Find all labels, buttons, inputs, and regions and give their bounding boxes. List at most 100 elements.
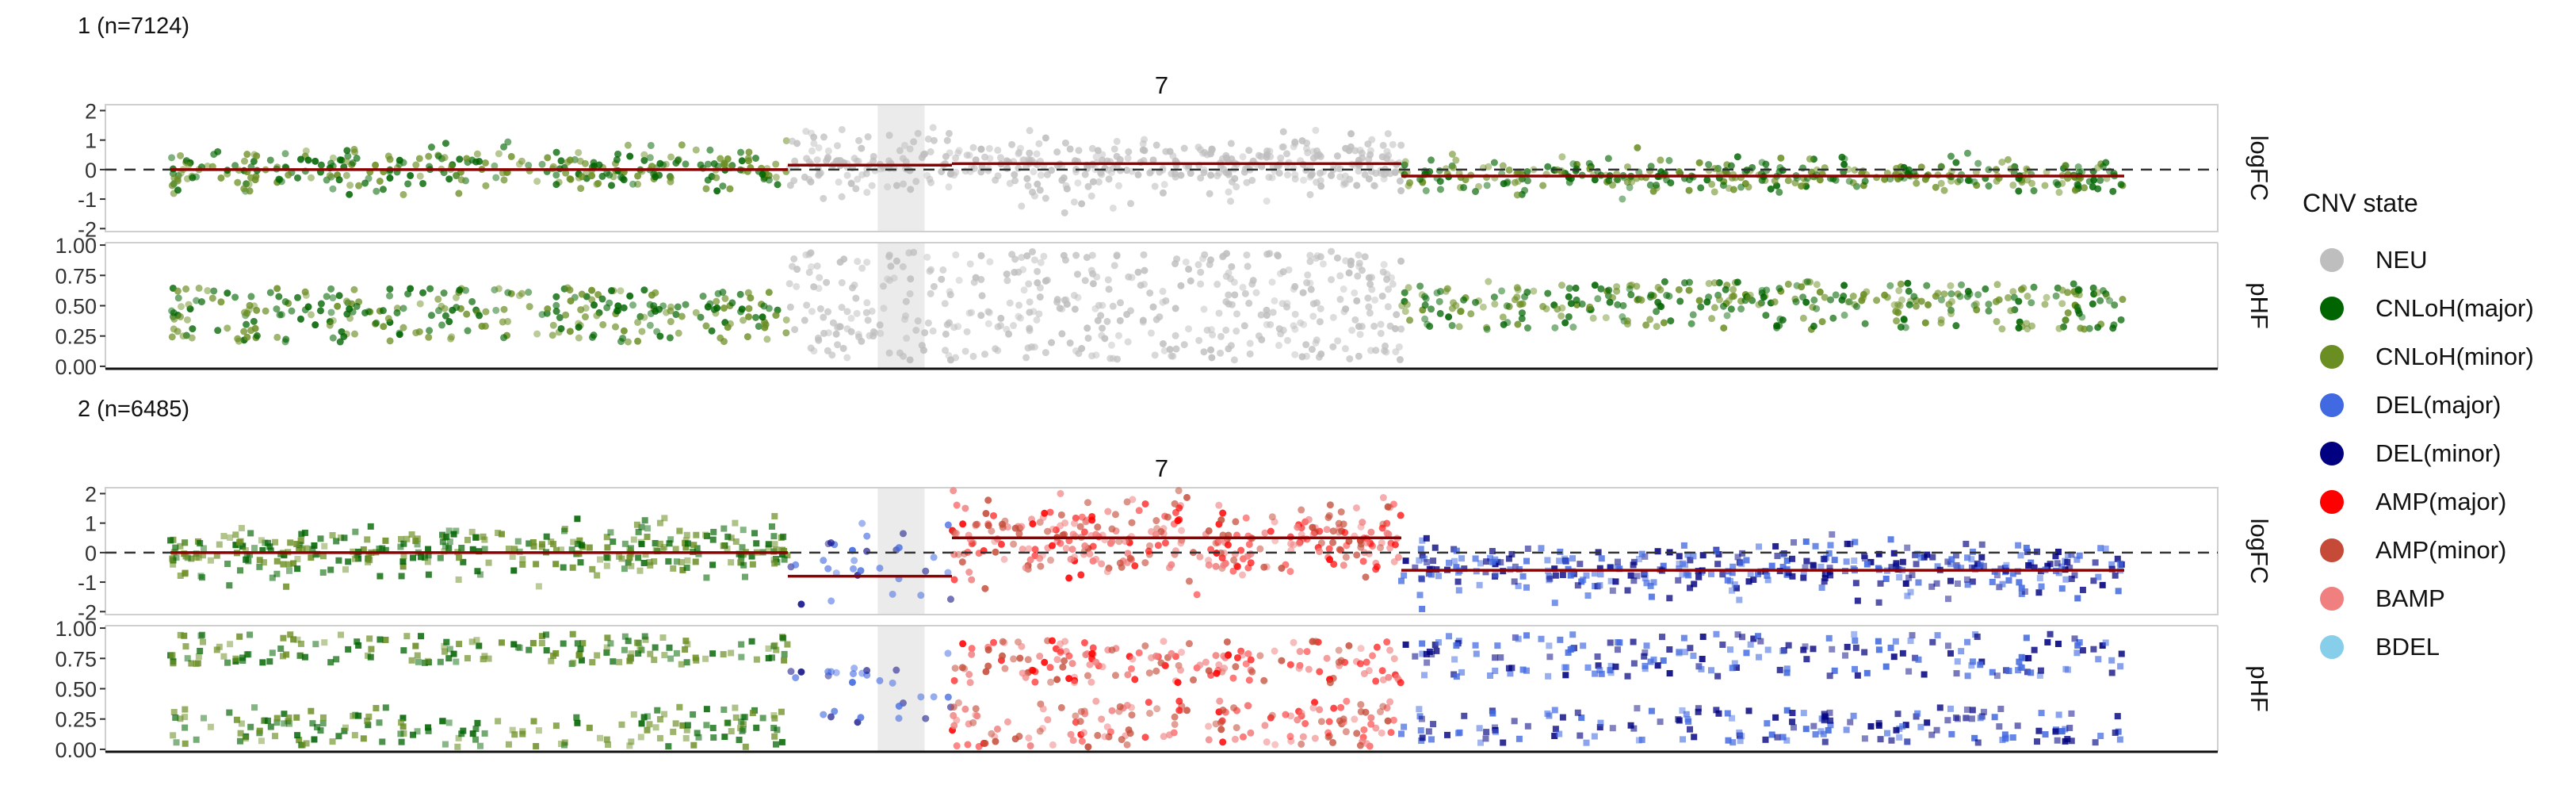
logfc-point <box>642 551 649 558</box>
phf-point <box>647 650 654 657</box>
logfc-point <box>1505 555 1512 562</box>
phf-point <box>446 646 453 653</box>
phf-point <box>1583 739 1590 746</box>
logfc-point <box>1838 153 1846 161</box>
phf-point <box>1858 297 1866 305</box>
logfc-point <box>1977 561 1984 569</box>
phf-point <box>177 312 185 320</box>
logfc-point <box>1523 167 1531 175</box>
logfc-point <box>1980 562 1987 569</box>
phf-point <box>1947 290 1955 298</box>
phf-point <box>297 640 304 647</box>
logfc-point <box>240 185 248 193</box>
phf-point <box>2106 297 2114 305</box>
phf-point <box>824 308 832 316</box>
logfc-point <box>1665 156 1673 164</box>
logfc-point <box>955 147 963 155</box>
logfc-point <box>452 171 460 179</box>
phf-point <box>1907 638 1914 645</box>
logfc-point <box>684 540 691 547</box>
phf-point <box>1202 658 1210 666</box>
phf-point <box>2109 324 2117 332</box>
phf-point <box>1151 351 1159 359</box>
phf-point <box>285 718 292 725</box>
logfc-point <box>1418 575 1425 582</box>
logfc-point <box>168 154 176 162</box>
logfc-point <box>526 540 533 547</box>
logfc-point <box>495 530 502 537</box>
phf-point <box>740 316 747 324</box>
logfc-point <box>1397 511 1405 519</box>
logfc-point <box>455 190 463 197</box>
logfc-point <box>1826 565 1833 572</box>
logfc-point <box>991 538 999 546</box>
logfc-point <box>1312 126 1320 134</box>
phf-point <box>782 316 790 324</box>
logfc-point <box>1174 517 1182 525</box>
logfc-point <box>922 567 930 575</box>
phf-point <box>810 283 818 291</box>
phf-point <box>1426 648 1433 655</box>
phf-point <box>1933 726 1940 734</box>
logfc-point <box>2052 178 2060 186</box>
logfc-point <box>610 538 617 546</box>
logfc-point <box>965 151 973 159</box>
phf-point <box>1956 293 1964 301</box>
logfc-point <box>1500 180 1508 188</box>
phf-point <box>1383 638 1391 646</box>
phf-point <box>1107 341 1115 349</box>
phf-point <box>1487 672 1494 680</box>
logfc-point <box>1046 508 1054 516</box>
phf-point <box>412 642 419 649</box>
phf-point <box>977 275 985 283</box>
phf-point <box>1597 285 1605 293</box>
legend-swatch <box>2320 634 2344 659</box>
logfc-point <box>732 538 740 545</box>
logfc-point <box>1952 159 1960 167</box>
phf-point <box>1061 638 1069 646</box>
phf-point <box>1443 285 1451 293</box>
phf-point <box>771 642 778 649</box>
logfc-point <box>1691 580 1698 588</box>
phf-point <box>728 649 735 657</box>
phf-point <box>656 716 663 723</box>
logfc-point <box>1937 163 1945 170</box>
logfc-point <box>728 559 735 566</box>
logfc-point <box>1353 182 1361 190</box>
phf-point <box>640 714 648 721</box>
logfc-point <box>252 172 260 180</box>
phf-point <box>1595 662 1602 669</box>
logfc-point <box>968 576 976 584</box>
phf-point <box>1355 262 1363 270</box>
phf-point <box>616 658 623 665</box>
logfc-point <box>510 567 518 574</box>
phf-point <box>678 312 686 320</box>
phf-point <box>170 315 178 323</box>
phf-point <box>1328 247 1336 255</box>
phf-point <box>1969 707 1976 714</box>
phf-point <box>672 720 679 727</box>
phf-point <box>1715 296 1723 304</box>
phf-point <box>293 714 300 721</box>
phf-point <box>1784 280 1792 288</box>
logfc-point <box>177 573 184 580</box>
phf-point <box>1569 645 1577 652</box>
logfc-point <box>1729 587 1736 594</box>
logfc-point <box>1324 554 1332 561</box>
phf-point <box>1099 663 1106 671</box>
logfc-point <box>1027 156 1035 164</box>
phf-point <box>425 727 432 734</box>
phf-point <box>1596 724 1603 731</box>
phf-point <box>273 305 281 313</box>
phf-point <box>382 704 389 711</box>
phf-point <box>1036 727 1044 735</box>
y-tick-label: 1.00 <box>55 234 97 258</box>
phf-point <box>2078 313 2086 321</box>
phf-point <box>456 641 463 648</box>
phf-point <box>1223 638 1231 646</box>
logfc-point <box>2117 181 2125 189</box>
phf-point <box>840 255 848 263</box>
logfc-point <box>530 542 537 550</box>
phf-point <box>1725 737 1732 744</box>
logfc-point <box>243 151 251 159</box>
